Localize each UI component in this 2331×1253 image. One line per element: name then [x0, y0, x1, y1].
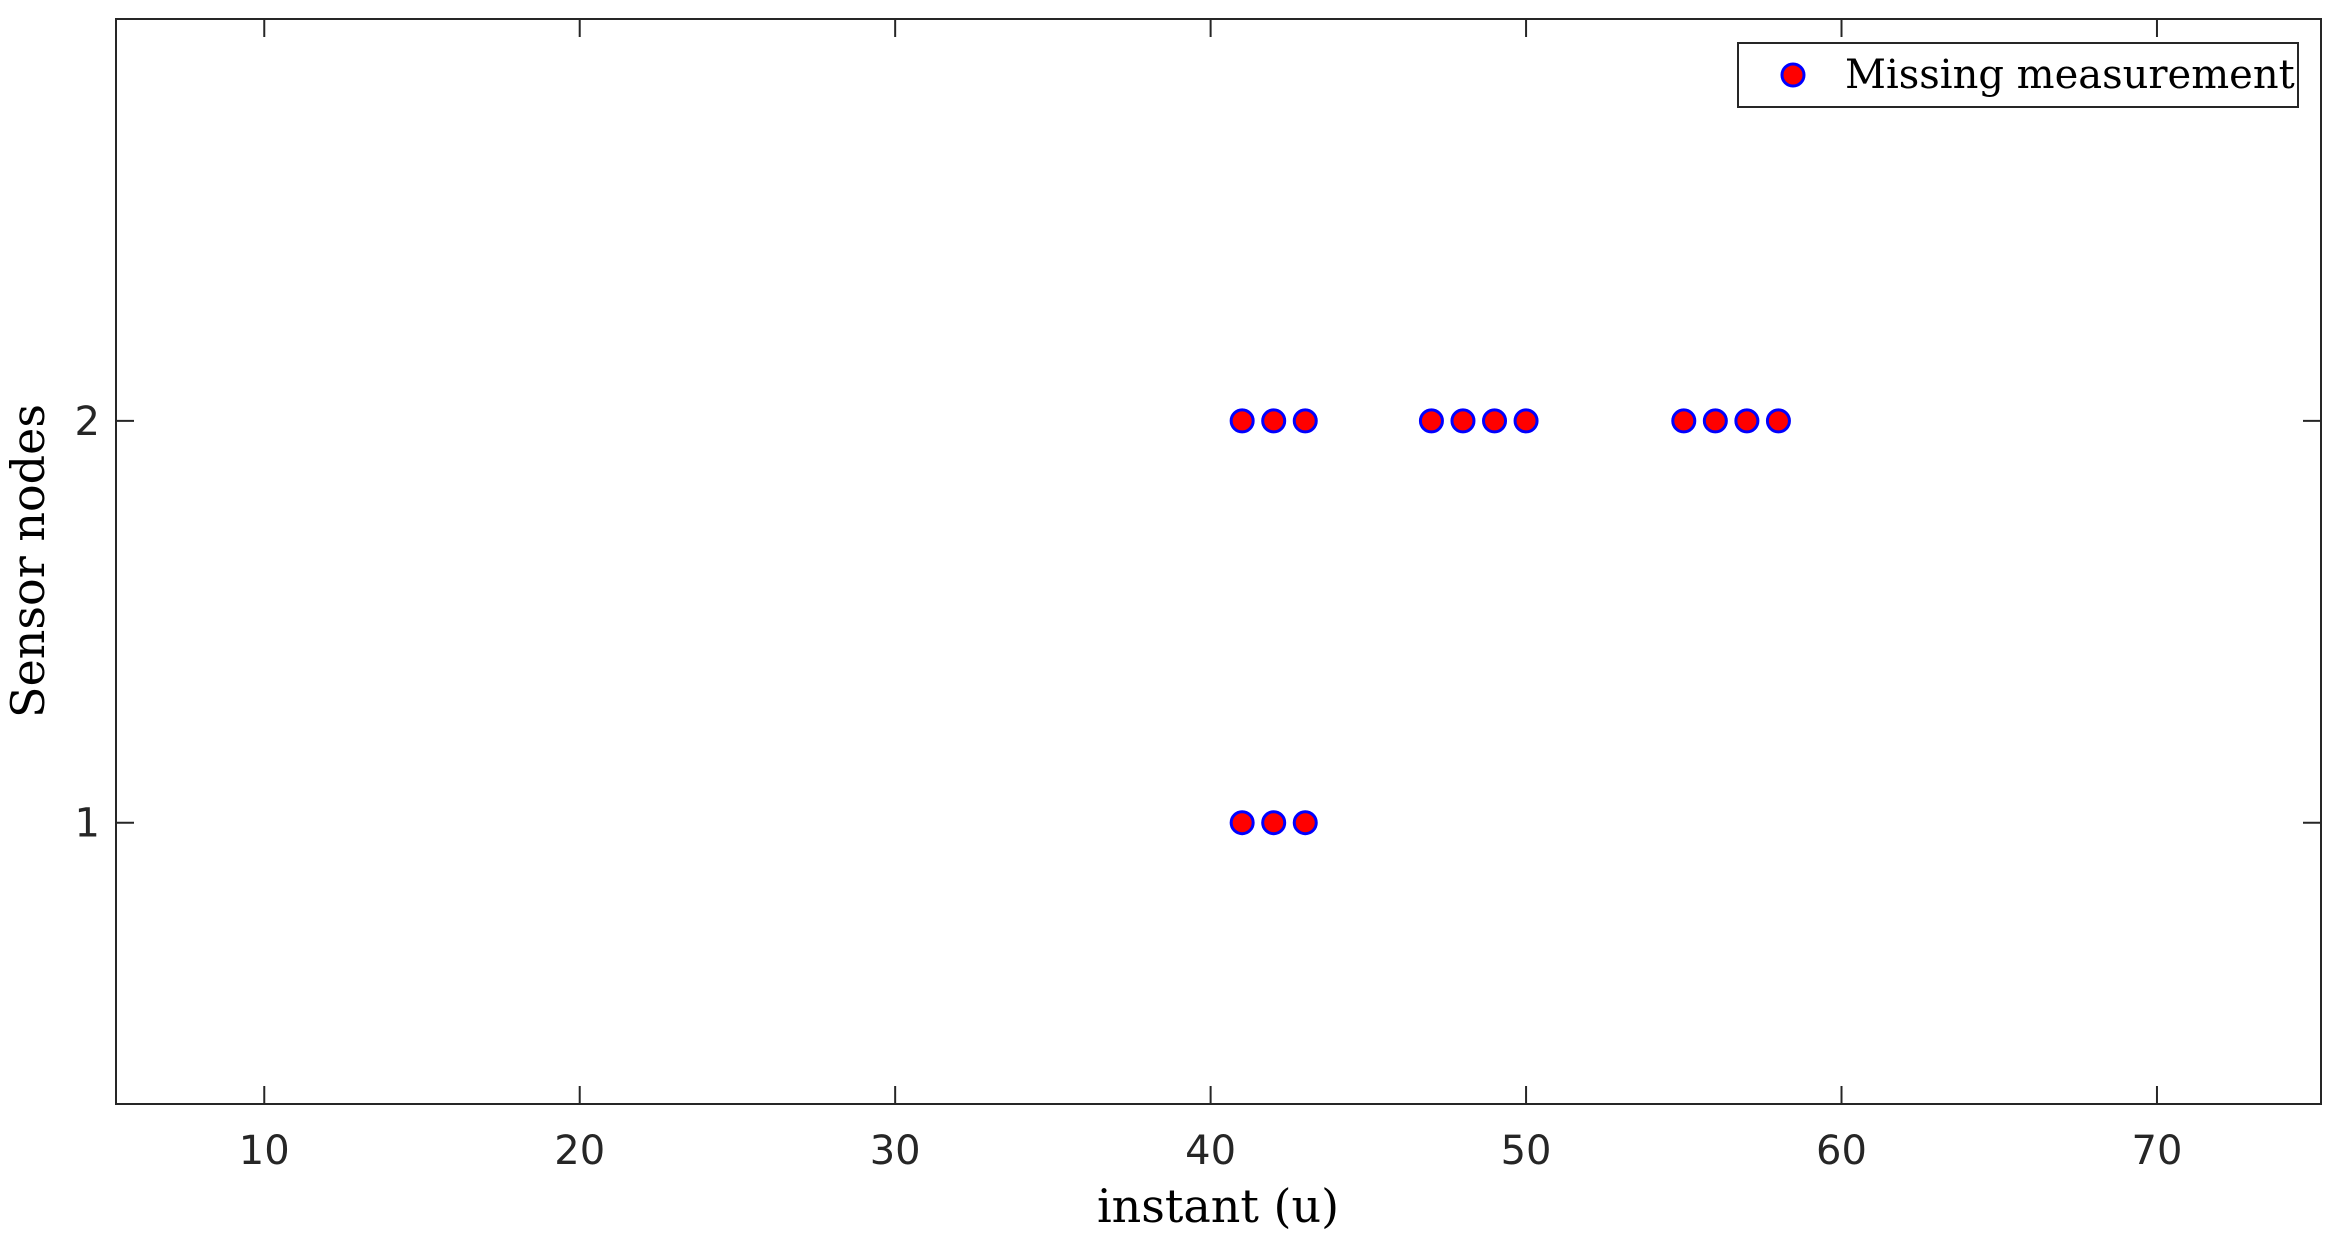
y-axis-label: Sensor nodes	[1, 404, 55, 718]
data-point	[1702, 408, 1728, 434]
axis-ticks	[116, 19, 2321, 1104]
legend: Missing measurement	[1737, 42, 2299, 108]
x-tick-label: 20	[554, 1128, 605, 1174]
legend-label: Missing measurement	[1845, 52, 2295, 98]
data-point	[1229, 408, 1255, 434]
y-tick-label: 1	[75, 801, 100, 847]
data-point	[1450, 408, 1476, 434]
legend-box	[1737, 42, 2299, 108]
x-tick-label: 50	[1501, 1128, 1552, 1174]
plot-area	[115, 18, 2322, 1105]
data-point	[1418, 408, 1444, 434]
data-point	[1261, 408, 1287, 434]
data-point	[1292, 810, 1318, 836]
data-point	[1734, 408, 1760, 434]
data-points	[1229, 408, 1791, 836]
x-tick-labels: 10 20 30 40 50 60 70	[239, 1128, 2183, 1174]
y-tick-labels: 12	[75, 399, 100, 847]
x-tick-label: 30	[870, 1128, 921, 1174]
legend-marker	[1780, 62, 1806, 88]
data-point	[1671, 408, 1697, 434]
x-tick-label: 40	[1185, 1128, 1236, 1174]
x-tick-label: 70	[2132, 1128, 2183, 1174]
data-point	[1482, 408, 1508, 434]
data-point	[1229, 810, 1255, 836]
data-point	[1292, 408, 1318, 434]
data-point	[1513, 408, 1539, 434]
data-point	[1261, 810, 1287, 836]
y-tick-label: 2	[75, 399, 100, 445]
x-tick-label: 10	[239, 1128, 290, 1174]
x-tick-label: 60	[1816, 1128, 1867, 1174]
x-axis-label: instant (u)	[1097, 1179, 1339, 1233]
data-point	[1765, 408, 1791, 434]
